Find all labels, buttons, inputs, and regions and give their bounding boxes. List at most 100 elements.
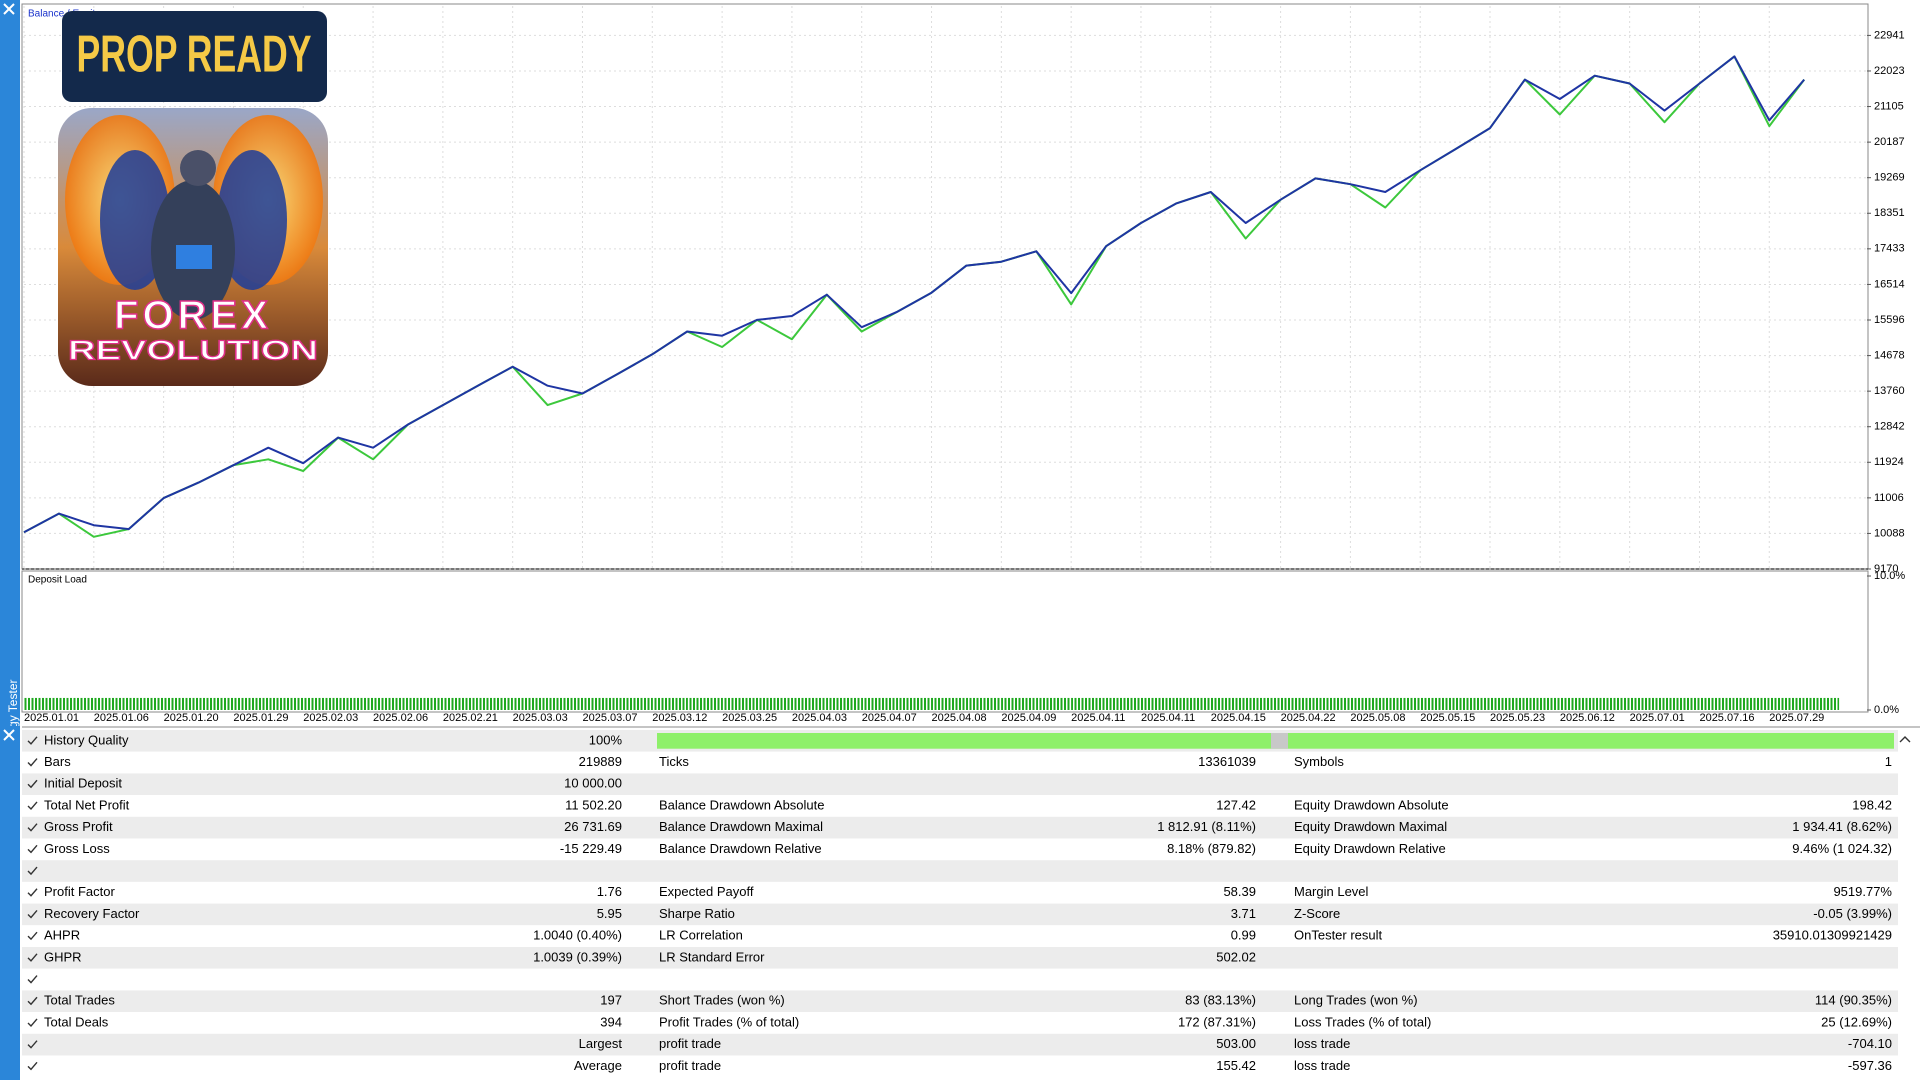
table-cell: Total Trades xyxy=(44,993,115,1008)
table-row xyxy=(22,968,1898,991)
close-icon[interactable] xyxy=(3,729,15,741)
y-tick-label: 19269 xyxy=(1874,172,1905,184)
x-tick-label: 2025.07.29 xyxy=(1769,712,1824,724)
screen xyxy=(176,245,212,269)
check-icon xyxy=(27,758,38,767)
bar xyxy=(861,697,897,710)
table-cell: Gross Loss xyxy=(44,841,110,856)
x-tick-label: 2025.04.09 xyxy=(1001,712,1056,724)
x-tick-label: 2025.02.06 xyxy=(373,712,428,724)
table-row xyxy=(22,838,1898,861)
table-cell: 114 (90.35%) xyxy=(1815,993,1892,1008)
y-tick-label: 11924 xyxy=(1874,456,1904,468)
table-cell: 9519.77% xyxy=(1833,884,1892,899)
table-cell: 10 000.00 xyxy=(564,776,622,791)
deposit-title: Deposit Load xyxy=(28,575,87,586)
table-row xyxy=(22,1055,1898,1078)
table-cell: 197 xyxy=(600,993,622,1008)
table-cell: Gross Profit xyxy=(44,819,113,834)
y-tick-label: 0.0% xyxy=(1874,704,1899,716)
bar xyxy=(477,697,513,710)
bar xyxy=(512,697,548,710)
check-icon xyxy=(27,866,38,876)
table-cell: loss trade xyxy=(1294,1058,1350,1073)
deposit-panel xyxy=(21,570,1869,713)
bar xyxy=(338,697,374,710)
table-cell: Z-Score xyxy=(1294,906,1340,921)
close-icon[interactable] xyxy=(3,3,15,15)
table-cell: 3.71 xyxy=(1231,906,1256,921)
table-cell: 1 934.41 (8.62%) xyxy=(1792,819,1892,834)
bar xyxy=(198,697,234,710)
check-icon xyxy=(27,801,38,810)
table-row xyxy=(22,925,1898,947)
bar xyxy=(582,697,618,710)
y-tick-label: 10.0% xyxy=(1874,570,1905,582)
bar xyxy=(1140,697,1176,710)
bar xyxy=(1350,697,1386,710)
bar xyxy=(652,697,688,710)
check-icon xyxy=(27,996,38,1006)
x-tick-label: 2025.01.29 xyxy=(233,712,288,724)
y-tick-label: 18351 xyxy=(1874,207,1905,219)
table-cell: Sharpe Ratio xyxy=(659,906,735,921)
table-cell: LR Correlation xyxy=(659,928,743,943)
table-cell: 35910.01309921429 xyxy=(1773,928,1892,943)
bar xyxy=(1629,697,1665,710)
x-tick-label: 2025.01.20 xyxy=(164,712,219,724)
table-cell: AHPR xyxy=(44,928,80,943)
table-row xyxy=(22,881,1898,904)
bar xyxy=(303,697,339,710)
bar xyxy=(547,697,583,710)
table-cell: Balance Drawdown Absolute xyxy=(659,797,825,812)
table-cell: 502.02 xyxy=(1216,949,1256,964)
check-icon xyxy=(27,1040,38,1049)
check-icon xyxy=(27,931,38,941)
bar xyxy=(722,697,758,710)
bar xyxy=(1245,697,1281,710)
logo-line2: REVOLUTION xyxy=(68,334,318,365)
table-cell: 5.95 xyxy=(597,906,622,921)
table-cell: Profit Trades (% of total) xyxy=(659,1014,799,1029)
bar xyxy=(931,697,967,710)
table-row xyxy=(22,795,1898,817)
check-icon xyxy=(27,975,38,984)
table-cell: loss trade xyxy=(1294,1036,1350,1051)
chart-title: Balance / Equity xyxy=(28,9,100,20)
table-cell: OnTester result xyxy=(1294,928,1383,943)
bar xyxy=(1315,697,1351,710)
bar xyxy=(1455,697,1491,710)
table-cell: GHPR xyxy=(44,949,82,964)
table-cell: 1.76 xyxy=(597,884,622,899)
table-cell: Loss Trades (% of total) xyxy=(1294,1014,1431,1029)
bar xyxy=(1664,697,1700,710)
table-cell: 198.42 xyxy=(1852,797,1892,812)
bar xyxy=(757,697,792,710)
x-tick-label: 2025.03.12 xyxy=(652,712,707,724)
bar xyxy=(1594,697,1630,710)
table-row xyxy=(22,816,1898,839)
bar xyxy=(896,697,932,710)
check-icon xyxy=(27,953,38,962)
table-row xyxy=(22,903,1898,926)
bar xyxy=(791,697,827,710)
table-cell: Largest xyxy=(579,1036,623,1051)
x-tick-label: 2025.04.22 xyxy=(1281,712,1336,724)
check-icon xyxy=(27,823,38,832)
logo-line1: FOREX xyxy=(114,294,272,338)
bar xyxy=(966,697,1002,710)
bar xyxy=(1280,697,1316,710)
table-cell: -597.36 xyxy=(1848,1058,1892,1073)
x-tick-label: 2025.05.08 xyxy=(1350,712,1405,724)
table-cell: Balance Drawdown Relative xyxy=(659,841,822,856)
check-icon xyxy=(27,909,38,919)
bar xyxy=(24,697,59,710)
bar xyxy=(442,697,478,710)
bar xyxy=(407,697,443,710)
y-tick-label: 15596 xyxy=(1874,314,1905,326)
table-row xyxy=(22,947,1898,969)
y-tick-label: 17433 xyxy=(1874,243,1905,255)
x-tick-label: 2025.01.01 xyxy=(24,712,79,724)
check-icon xyxy=(27,844,38,854)
scroll-up-icon xyxy=(1899,736,1911,743)
